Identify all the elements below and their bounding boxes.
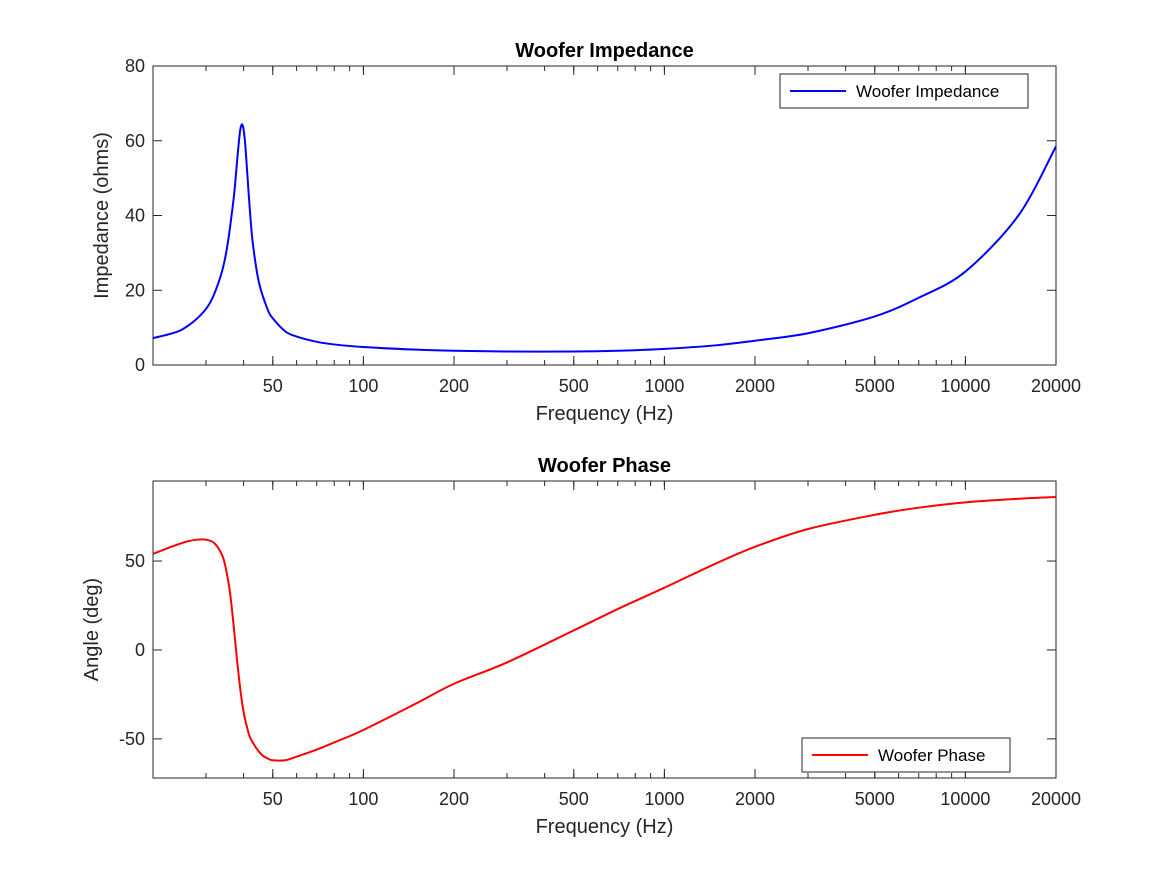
y-axis-label: Impedance (ohms) — [91, 132, 113, 299]
x-tick-label: 2000 — [735, 789, 775, 809]
impedance-chart: 50 100 200 500 1000 2000 5000 10000 20000 0 20 40 60… — [91, 40, 1081, 425]
y-tick-label: 0 — [135, 355, 145, 375]
x-tick-label: 500 — [559, 789, 589, 809]
x-axis-label: Frequency (Hz) — [536, 403, 674, 425]
x-tick-label: 5000 — [855, 789, 895, 809]
x-tick-label: 1000 — [644, 789, 684, 809]
x-tick-label: 200 — [439, 789, 469, 809]
y-tick-label: 80 — [125, 56, 145, 76]
x-tick-label: 50 — [263, 789, 283, 809]
legend-label: Woofer Phase — [878, 746, 985, 765]
legend-box — [801, 737, 1011, 773]
legend-label: Woofer Impedance — [856, 82, 999, 101]
x-axis-label: Frequency (Hz) — [536, 816, 674, 838]
phase-chart-title: Woofer Phase — [538, 455, 671, 477]
x-tick-label: 20000 — [1031, 376, 1081, 396]
plot-area — [152, 480, 1057, 779]
x-tick-label: 10000 — [940, 376, 990, 396]
x-tick-label: 2000 — [735, 376, 775, 396]
y-tick-label: 20 — [125, 280, 145, 300]
impedance-series-line — [152, 123, 1057, 353]
phase-chart: 50 100 200 500 1000 2000 5000 10000 20000 -50 0 50 W… — [81, 455, 1081, 838]
x-tick-label: 50 — [263, 376, 283, 396]
x-tick-label: 500 — [559, 376, 589, 396]
y-tick-label: 40 — [125, 206, 145, 226]
x-tick-label: 5000 — [855, 376, 895, 396]
x-tick-label: 20000 — [1031, 789, 1081, 809]
x-tick-label: 100 — [348, 789, 378, 809]
plot-area — [152, 65, 1057, 366]
y-tick-label: 50 — [125, 551, 145, 571]
legend: Woofer Phase — [801, 737, 1011, 773]
x-tick-label: 100 — [348, 376, 378, 396]
y-tick-label: 60 — [125, 131, 145, 151]
x-tick-label: 10000 — [940, 789, 990, 809]
phase-series-line — [152, 496, 1057, 762]
y-tick-label: -50 — [119, 729, 145, 749]
x-tick-label: 200 — [439, 376, 469, 396]
legend: Woofer Impedance — [779, 73, 1029, 109]
y-axis-label: Angle (deg) — [81, 578, 103, 681]
x-tick-label: 1000 — [644, 376, 684, 396]
impedance-chart-title: Woofer Impedance — [515, 40, 694, 62]
y-tick-label: 0 — [135, 640, 145, 660]
